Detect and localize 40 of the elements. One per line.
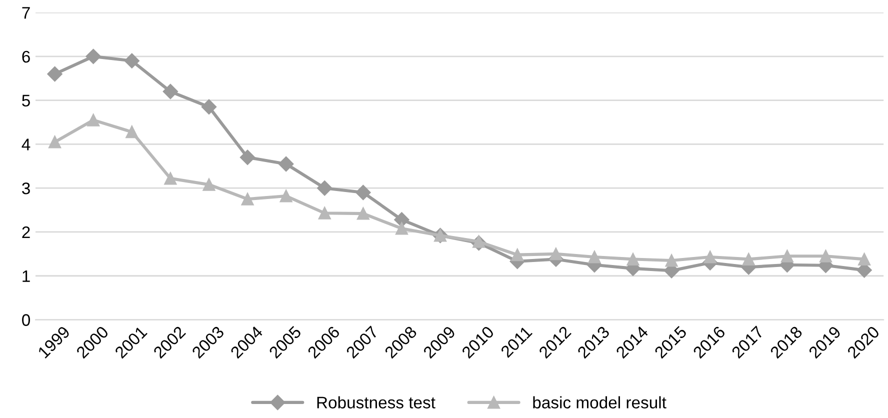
point (280, 190, 292, 202)
point (819, 250, 832, 262)
point (164, 172, 177, 185)
y-tick-label: 3 (22, 182, 30, 194)
point (48, 136, 62, 148)
point (511, 248, 524, 262)
point (472, 235, 486, 248)
y-tick-label: 6 (22, 50, 30, 63)
y-tick-label: 7 (22, 7, 30, 19)
point (86, 48, 101, 64)
point (626, 252, 640, 266)
y-tick-label: 2 (22, 226, 30, 238)
point (317, 180, 332, 196)
point (47, 66, 62, 82)
legend-label: basic model result (533, 396, 666, 408)
point (241, 192, 254, 206)
y-tick-label: 5 (22, 94, 30, 107)
point (395, 222, 408, 235)
point (240, 150, 256, 165)
point (550, 248, 562, 260)
y-tick-label: 1 (22, 270, 30, 282)
point (704, 250, 716, 264)
point (201, 99, 217, 114)
point (742, 252, 755, 266)
point (126, 126, 138, 138)
point (780, 250, 794, 262)
point (87, 114, 100, 126)
point (202, 178, 216, 191)
point (318, 206, 331, 220)
point (356, 184, 371, 200)
y-tick-label: 0 (22, 314, 30, 326)
legend-label: Robustness test (317, 396, 436, 408)
point (162, 84, 178, 100)
point (356, 207, 370, 220)
point (124, 53, 140, 68)
y-tick-label: 4 (22, 138, 30, 150)
point (278, 156, 294, 172)
point (588, 250, 601, 264)
point (858, 252, 871, 266)
point (665, 254, 678, 267)
